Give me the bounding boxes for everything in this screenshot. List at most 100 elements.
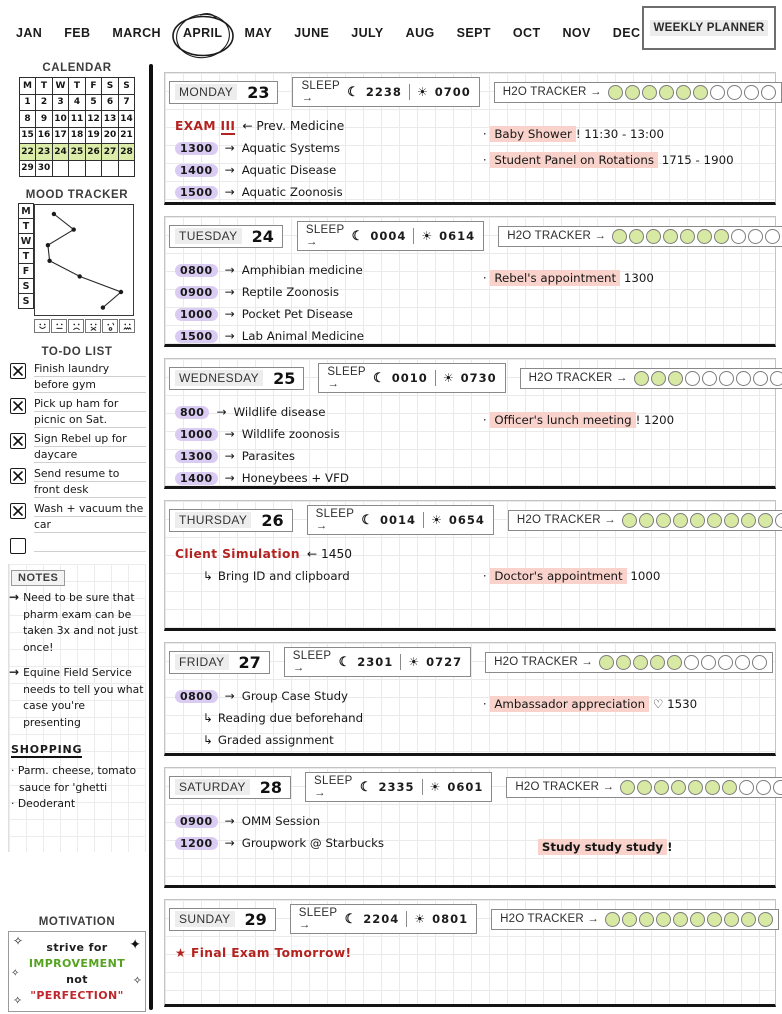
h2o-circle[interactable]	[633, 370, 649, 386]
calendar-date-cell[interactable]: 10	[51, 110, 70, 128]
mood-emoji-grimace-icon[interactable]	[119, 319, 135, 333]
h2o-circle[interactable]	[701, 370, 717, 386]
h2o-circle[interactable]	[701, 654, 716, 670]
h2o-circle[interactable]	[680, 228, 696, 244]
h2o-circle[interactable]	[718, 654, 733, 670]
h2o-circle[interactable]	[756, 779, 772, 795]
h2o-circle[interactable]	[684, 370, 700, 386]
h2o-circle[interactable]	[709, 84, 725, 100]
h2o-circle[interactable]	[758, 911, 774, 927]
day-name-box[interactable]: SUNDAY 29	[169, 907, 276, 931]
calendar-date-cell[interactable]	[84, 159, 103, 177]
h2o-circle[interactable]	[616, 654, 631, 670]
h2o-circle[interactable]	[739, 779, 755, 795]
h2o-circle[interactable]	[748, 228, 764, 244]
calendar-date-cell[interactable]: 15	[18, 126, 37, 144]
h2o-circle[interactable]	[774, 512, 782, 528]
day-name-box[interactable]: WEDNESDAY 25	[169, 366, 305, 390]
todo-checkbox[interactable]	[10, 398, 26, 414]
h2o-circle[interactable]	[697, 228, 713, 244]
month-tab-nov[interactable]: NOV	[562, 26, 591, 40]
h2o-circle[interactable]	[752, 654, 767, 670]
h2o-circle[interactable]	[663, 228, 679, 244]
h2o-circle[interactable]	[692, 84, 708, 100]
calendar-date-cell[interactable]	[117, 159, 136, 177]
calendar-date-cell[interactable]: 6	[101, 93, 119, 111]
calendar-date-cell[interactable]: 23	[35, 143, 53, 161]
month-tab-sept[interactable]: SEPT	[456, 26, 491, 40]
weekly-planner-button[interactable]: WEEKLY PLANNER	[642, 6, 776, 50]
calendar-date-cell[interactable]: 27	[101, 143, 119, 161]
calendar-date-cell[interactable]	[68, 159, 86, 177]
h2o-circle[interactable]	[743, 84, 759, 100]
h2o-circle[interactable]	[684, 654, 699, 670]
h2o-circle[interactable]	[722, 779, 738, 795]
todo-checkbox[interactable]	[10, 503, 26, 519]
calendar-date-cell[interactable]: 3	[51, 93, 70, 111]
todo-checkbox[interactable]	[10, 363, 26, 379]
mood-emoji-sad-icon[interactable]	[68, 319, 84, 333]
h2o-circle[interactable]	[724, 911, 740, 927]
calendar-date-cell[interactable]: 11	[68, 110, 86, 128]
month-tab-april[interactable]: APRIL	[172, 13, 234, 59]
calendar-date-cell[interactable]: 18	[68, 126, 86, 144]
mood-emoji-dizzy-icon[interactable]	[102, 319, 118, 333]
mood-emoji-neutral-icon[interactable]	[51, 319, 67, 333]
h2o-circle[interactable]	[726, 84, 742, 100]
month-tab-dec[interactable]: DEC	[612, 26, 641, 40]
day-name-box[interactable]: FRIDAY 27	[169, 650, 270, 674]
month-tab-feb[interactable]: FEB	[64, 26, 91, 40]
h2o-circle[interactable]	[633, 654, 648, 670]
h2o-circle[interactable]	[646, 228, 662, 244]
h2o-circle[interactable]	[641, 84, 657, 100]
h2o-circle[interactable]	[735, 654, 750, 670]
calendar-date-cell[interactable]	[101, 159, 119, 177]
day-name-box[interactable]: MONDAY 23	[169, 80, 279, 104]
h2o-circle[interactable]	[723, 512, 739, 528]
todo-checkbox[interactable]	[10, 433, 26, 449]
h2o-circle[interactable]	[639, 911, 655, 927]
h2o-circle[interactable]	[760, 84, 776, 100]
h2o-circle[interactable]	[671, 779, 687, 795]
h2o-circle[interactable]	[731, 228, 747, 244]
h2o-circle[interactable]	[654, 779, 670, 795]
h2o-circle[interactable]	[612, 228, 628, 244]
h2o-circle[interactable]	[773, 779, 782, 795]
h2o-circle[interactable]	[705, 779, 721, 795]
day-name-box[interactable]: THURSDAY 26	[169, 508, 293, 532]
calendar-date-cell[interactable]: 16	[35, 126, 53, 144]
todo-checkbox[interactable]	[10, 538, 26, 554]
mood-emoji-angry-icon[interactable]	[85, 319, 101, 333]
h2o-circle[interactable]	[735, 370, 751, 386]
h2o-circle[interactable]	[672, 512, 688, 528]
h2o-circle[interactable]	[667, 370, 683, 386]
calendar-date-cell[interactable]: 4	[68, 93, 86, 111]
h2o-circle[interactable]	[689, 512, 705, 528]
h2o-circle[interactable]	[741, 911, 757, 927]
day-name-box[interactable]: SATURDAY 28	[169, 775, 292, 799]
day-name-box[interactable]: TUESDAY 24	[169, 224, 283, 248]
calendar-date-cell[interactable]: 5	[84, 93, 103, 111]
h2o-circle[interactable]	[605, 911, 621, 927]
calendar-date-cell[interactable]: 14	[117, 110, 136, 128]
h2o-circle[interactable]	[690, 911, 706, 927]
h2o-circle[interactable]	[650, 654, 665, 670]
calendar-date-cell[interactable]: 9	[35, 110, 53, 128]
calendar-date-cell[interactable]: 13	[101, 110, 119, 128]
h2o-circle[interactable]	[769, 370, 782, 386]
h2o-circle[interactable]	[718, 370, 734, 386]
h2o-circle[interactable]	[629, 228, 645, 244]
calendar-date-cell[interactable]	[51, 159, 70, 177]
calendar-date-cell[interactable]: 21	[117, 126, 136, 144]
month-tab-may[interactable]: MAY	[244, 26, 273, 40]
h2o-circle[interactable]	[622, 911, 638, 927]
month-tab-jan[interactable]: JAN	[16, 26, 43, 40]
h2o-circle[interactable]	[675, 84, 691, 100]
h2o-circle[interactable]	[637, 779, 653, 795]
h2o-circle[interactable]	[655, 512, 671, 528]
h2o-circle[interactable]	[752, 370, 768, 386]
h2o-circle[interactable]	[714, 228, 730, 244]
month-tab-june[interactable]: JUNE	[294, 26, 330, 40]
todo-checkbox[interactable]	[10, 468, 26, 484]
mood-emoji-happy-icon[interactable]	[34, 319, 50, 333]
